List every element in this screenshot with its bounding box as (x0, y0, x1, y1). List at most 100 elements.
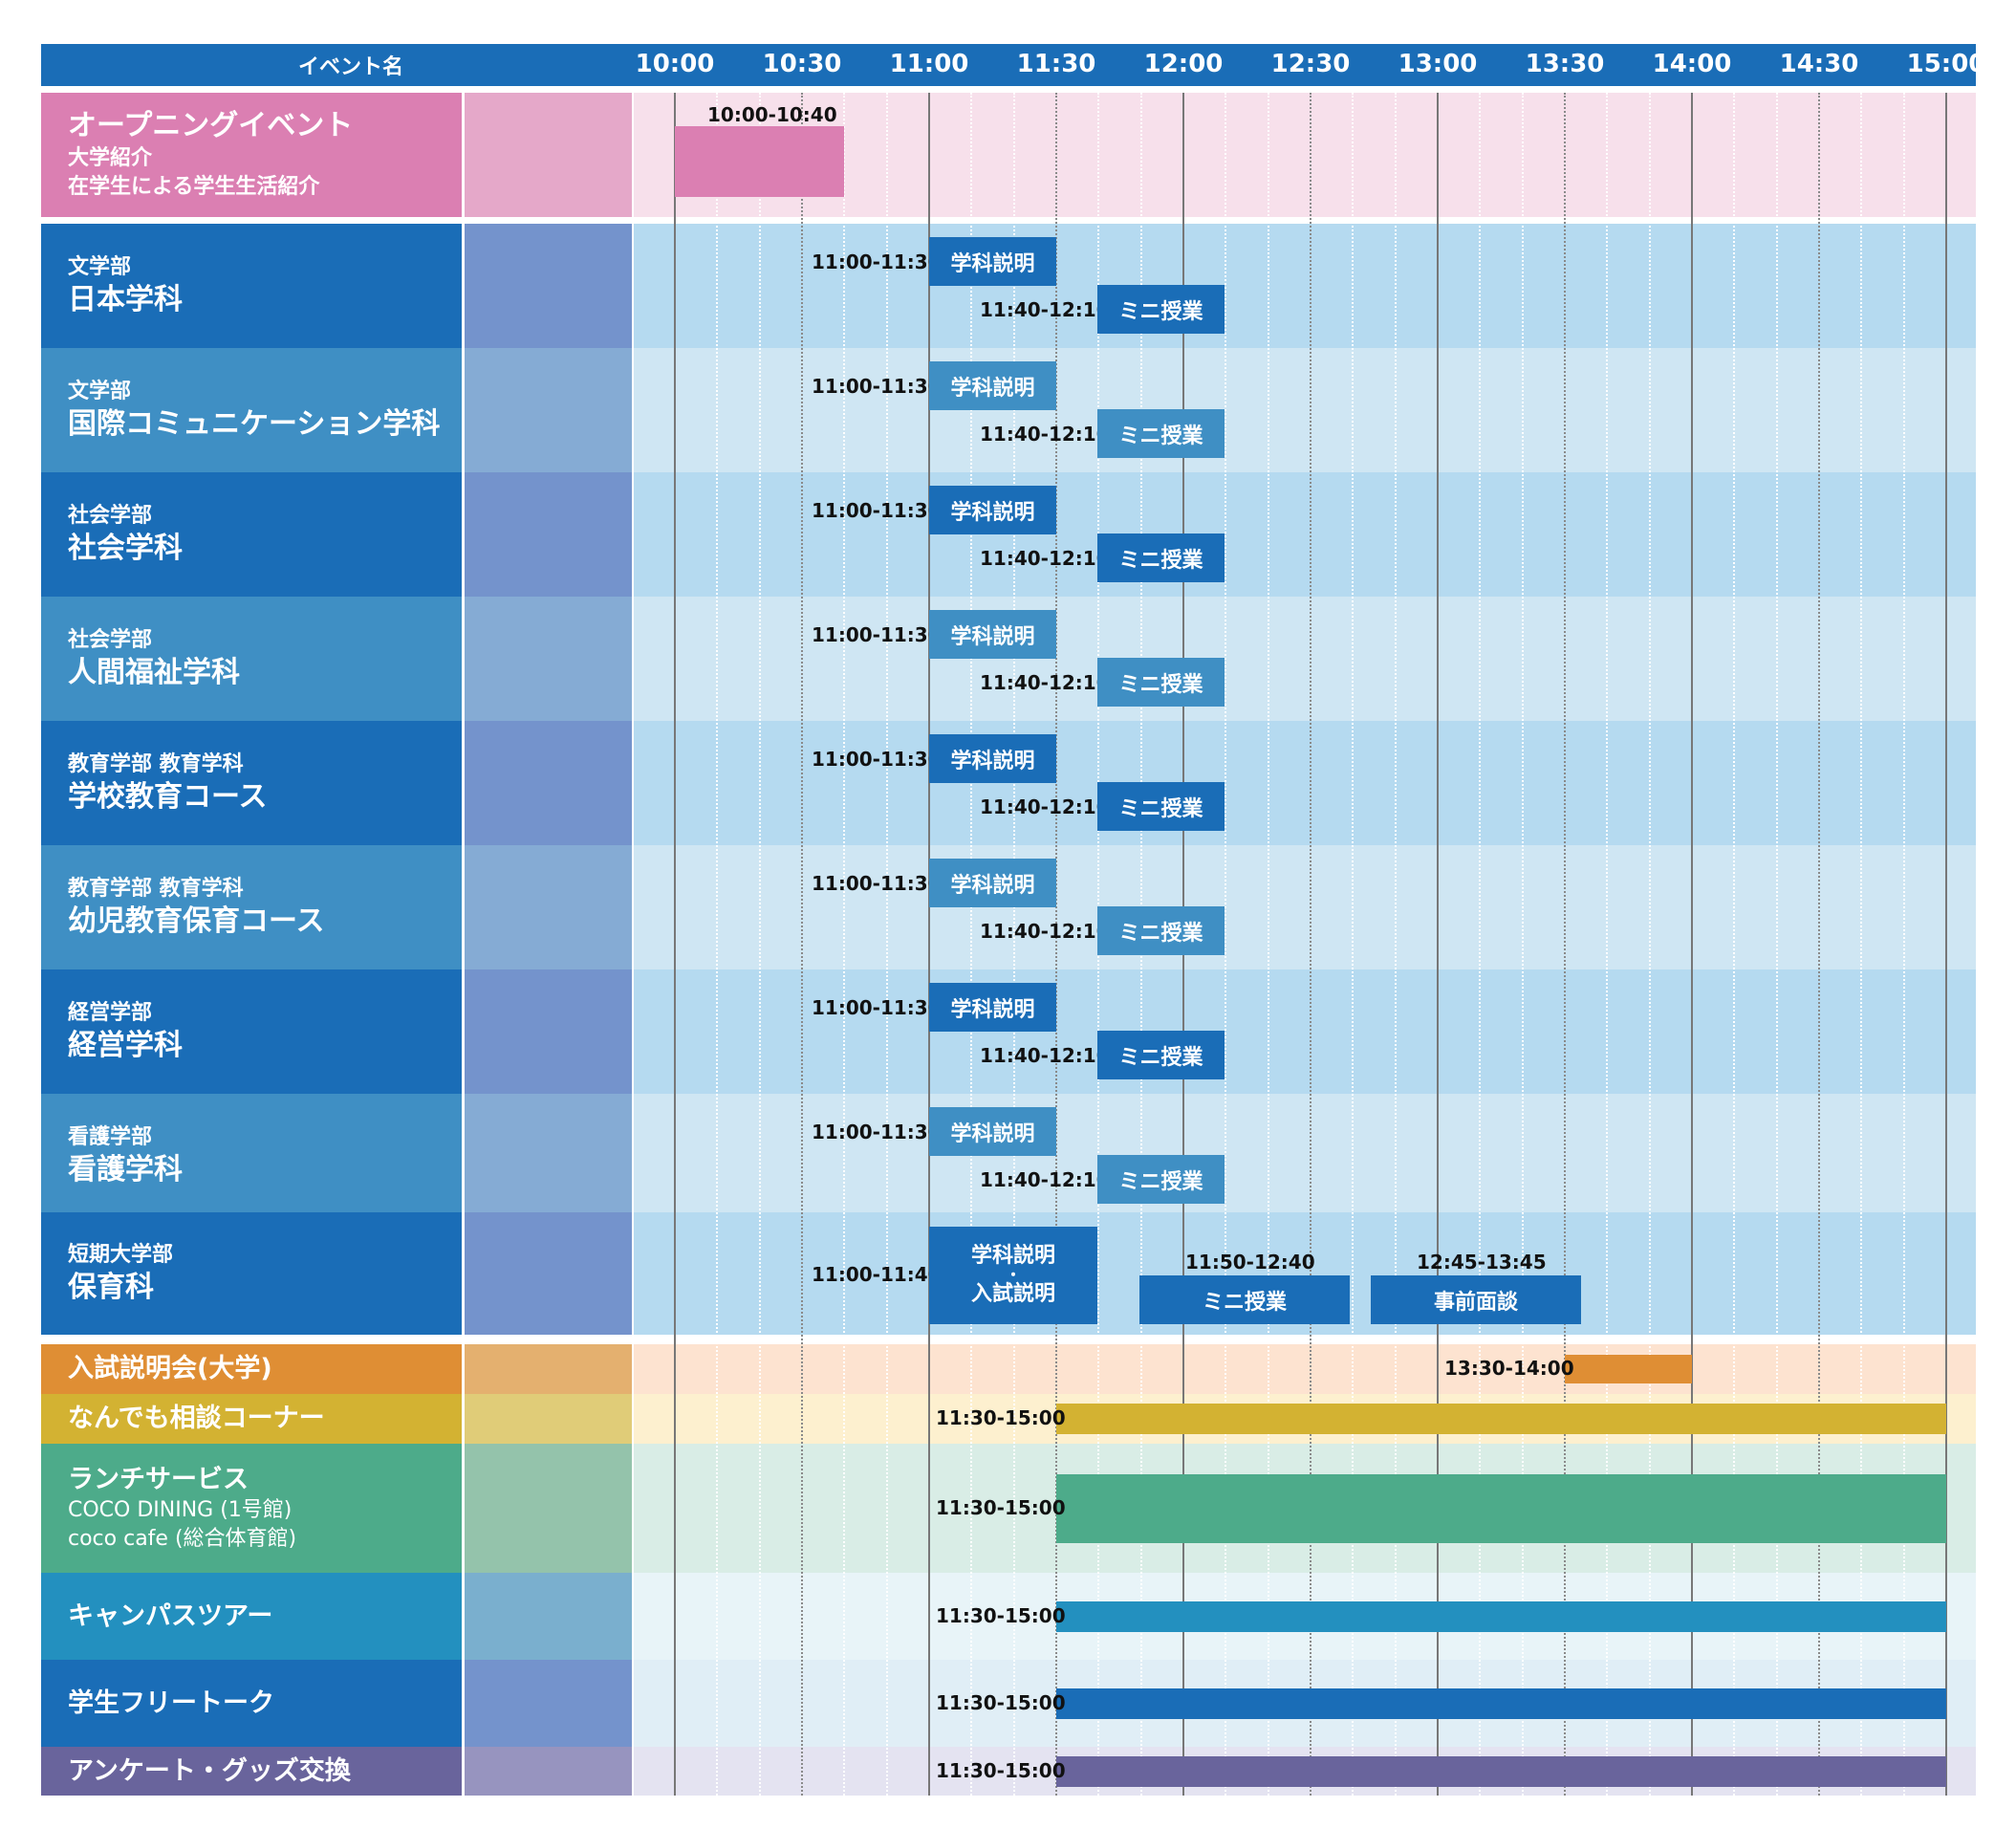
department-name-cell: 社会学部 社会学科 (41, 472, 462, 597)
hour-gridline (1691, 93, 1693, 1796)
event-time-label: 13:30-14:00 (1444, 1357, 1574, 1380)
time-tick: 13:30 (1525, 50, 1605, 78)
event-bar (1056, 1687, 1946, 1719)
department-dept: 学校教育コース (68, 780, 268, 814)
department-name-cell: 社会学部 人間福祉学科 (41, 597, 462, 721)
department-faculty: 教育学部 教育学科 (68, 752, 244, 776)
junior-t2-label: 11:50-12:40 (1185, 1251, 1315, 1274)
ten-minute-gridline (885, 93, 888, 1796)
ten-minute-gridline (1394, 93, 1397, 1796)
event-name: 学生フリートーク (68, 1687, 274, 1718)
opening-block (675, 126, 844, 197)
event-time-label: 11:30-15:00 (936, 1495, 1066, 1519)
department-t1-label: 11:00-11:30 (812, 748, 942, 771)
opening-time-label: 10:00-10:40 (707, 103, 837, 126)
event-name: キャンパスツアー (68, 1600, 273, 1631)
department-b1-block: 学科説明 (929, 859, 1056, 907)
ten-minute-gridline (758, 93, 761, 1796)
event-venue-cell (465, 1660, 632, 1747)
department-faculty: 看護学部 (68, 1125, 153, 1149)
department-t1-label: 11:00-11:30 (812, 996, 942, 1019)
time-tick: 10:00 (635, 50, 715, 78)
ten-minute-gridline (1606, 93, 1609, 1796)
department-t2-label: 11:40-12:10 (980, 1168, 1110, 1191)
department-b2-block: ミニ授業 (1097, 409, 1225, 458)
department-timeline (634, 969, 1976, 1094)
department-t1-label: 11:00-11:30 (812, 499, 942, 522)
hour-gridline (928, 93, 930, 1796)
ten-minute-gridline (1860, 93, 1863, 1796)
department-name-cell: 経営学部 経営学科 (41, 969, 462, 1094)
department-name-cell: 文学部 日本学科 (41, 224, 462, 348)
department-dept: 幼児教育保育コース (68, 904, 325, 938)
department-venue-cell (465, 597, 632, 721)
event-time-label: 11:30-15:00 (936, 1690, 1066, 1714)
department-dept: 国際コミュニケーション学科 (68, 407, 441, 441)
time-tick: 11:30 (1016, 50, 1096, 78)
ten-minute-gridline (1648, 93, 1651, 1796)
event-venue-cell (465, 1747, 632, 1796)
department-b2-block: ミニ授業 (1097, 906, 1225, 955)
department-venue-cell (465, 845, 632, 969)
department-faculty: 文学部 (68, 380, 132, 403)
department-t2-label: 11:40-12:10 (980, 671, 1110, 694)
junior-faculty: 短期大学部 (68, 1243, 174, 1267)
opening-sub1: 大学紹介 (68, 146, 153, 170)
junior-b1-block: 学科説明 ・ 入試説明 (929, 1227, 1097, 1324)
department-venue-cell (465, 1094, 632, 1218)
ten-minute-gridline (1733, 93, 1736, 1796)
event-bar (1056, 1755, 1946, 1787)
event-sub1: COCO DINING (1号館) (68, 1497, 293, 1522)
junior-b1-dot: ・ (1005, 1266, 1021, 1284)
opening-timeline (634, 93, 1976, 217)
event-name: 入試説明会(大学) (68, 1354, 272, 1383)
department-name-cell: 教育学部 教育学科学校教育コース (41, 721, 462, 845)
hour-gridline (1945, 93, 1947, 1796)
department-t1-label: 11:00-11:30 (812, 623, 942, 646)
time-tick: 14:00 (1652, 50, 1732, 78)
hour-gridline (674, 93, 676, 1796)
event-venue-cell (465, 1573, 632, 1660)
opening-title: オープニングイベント (68, 109, 354, 142)
junior-venue-cell (465, 1212, 632, 1335)
hour-gridline (1437, 93, 1439, 1796)
header-name-label: イベント名 (297, 55, 403, 79)
event-bar (1056, 1600, 1946, 1632)
event-time-label: 11:30-15:00 (936, 1406, 1066, 1429)
department-t2-label: 11:40-12:10 (980, 795, 1110, 818)
department-t1-label: 11:00-11:30 (812, 375, 942, 398)
department-faculty: 文学部 (68, 255, 132, 279)
department-faculty: 社会学部 (68, 504, 153, 528)
department-b2-block: ミニ授業 (1097, 1031, 1225, 1079)
department-venue-cell (465, 224, 632, 348)
department-t2-label: 11:40-12:10 (980, 423, 1110, 446)
department-timeline (634, 845, 1976, 969)
department-b1-block: 学科説明 (929, 610, 1056, 659)
time-tick: 13:00 (1398, 50, 1478, 78)
ten-minute-gridline (843, 93, 846, 1796)
department-b2-block: ミニ授業 (1097, 1155, 1225, 1204)
department-venue-cell (465, 721, 632, 845)
time-tick: 15:00 (1906, 50, 1986, 78)
event-bar (1565, 1355, 1692, 1383)
department-t2-label: 11:40-12:10 (980, 547, 1110, 570)
time-tick: 12:00 (1143, 50, 1224, 78)
department-b1-block: 学科説明 (929, 1107, 1056, 1156)
junior-name-cell: 短期大学部 保育科 (41, 1212, 462, 1335)
department-t1-label: 11:00-11:30 (812, 250, 942, 273)
department-t2-label: 11:40-12:10 (980, 920, 1110, 943)
department-t2-label: 11:40-12:10 (980, 298, 1110, 321)
department-b2-block: ミニ授業 (1097, 285, 1225, 334)
ten-minute-gridline (1479, 93, 1482, 1796)
junior-b3-block: 事前面談 (1371, 1275, 1581, 1324)
ten-minute-gridline (970, 93, 973, 1796)
department-timeline (634, 1094, 1976, 1218)
half-hour-gridline (1818, 93, 1820, 1796)
department-venue-cell (465, 348, 632, 472)
junior-b1-line1: 学科説明 (970, 1244, 1055, 1268)
event-name-cell: 入試説明会(大学) (41, 1344, 462, 1394)
time-tick: 14:30 (1779, 50, 1859, 78)
ten-minute-gridline (1521, 93, 1524, 1796)
event-bar (1056, 1404, 1946, 1434)
